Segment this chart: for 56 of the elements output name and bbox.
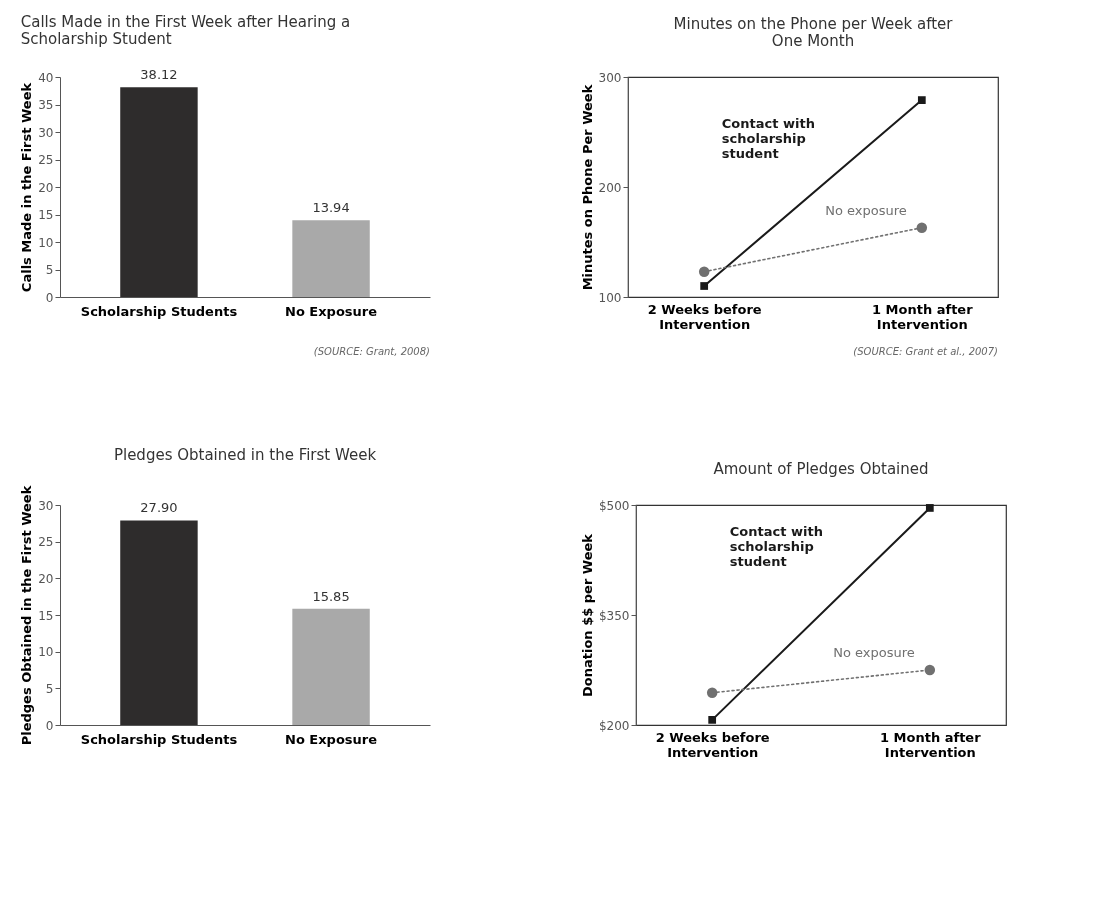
point [924, 664, 936, 676]
point [700, 282, 709, 290]
point [706, 687, 718, 698]
y-tick-label: 0 [45, 290, 54, 305]
y-tick-label: 40 [38, 70, 54, 85]
data-label: 13.94 [312, 200, 350, 216]
y-tick-label: $200 [598, 718, 630, 733]
point [708, 715, 717, 724]
series-label: Contact with scholarship student [721, 116, 815, 162]
y-tick-label: 0 [45, 718, 54, 733]
x-tick-label: 1 Month after Intervention [872, 301, 974, 332]
series-label: No exposure [825, 202, 907, 218]
data-label: 15.85 [312, 588, 350, 604]
y-tick-label: 300 [598, 70, 622, 85]
y-tick-label: 20 [38, 571, 54, 586]
chart-title: Pledges Obtained in the First Week [113, 446, 377, 465]
text: (SOURCE: Grant et al., 2007) [853, 346, 998, 357]
y-tick-label: 30 [38, 498, 54, 513]
point [925, 504, 934, 512]
x-tick-label: No Exposure [285, 303, 378, 319]
data-label: 38.12 [140, 67, 178, 83]
y-axis-title: Minutes on Phone Per Week [579, 84, 595, 291]
y-tick-label: 35 [38, 98, 54, 112]
point [698, 266, 710, 277]
y-tick-label: 15 [38, 608, 54, 623]
x-tick-label: Scholarship Students [80, 731, 238, 747]
y-tick-label: 200 [598, 180, 622, 195]
y-tick-label: 30 [38, 125, 54, 140]
x-tick-label: No Exposure [285, 731, 378, 747]
x-tick-label: 2 Weeks before Intervention [647, 301, 762, 332]
y-tick-label: 10 [38, 235, 54, 250]
point [916, 222, 928, 233]
y-tick-label: 15 [38, 208, 54, 222]
y-tick-label: 100 [598, 290, 622, 305]
y-tick-label: 25 [38, 535, 54, 550]
series-label: No exposure [833, 645, 915, 660]
y-axis-title: Pledges Obtained in the First Week [19, 485, 35, 746]
x-tick-label: Scholarship Students [80, 303, 238, 319]
text: Contact with scholarship student [729, 523, 823, 569]
y-tick-label: 25 [38, 153, 54, 167]
x-tick-label: 1 Month after Intervention [880, 729, 982, 760]
chart-title: Amount of Pledges Obtained [713, 460, 929, 478]
y-axis-title: Calls Made in the First Week [19, 82, 35, 293]
text: (SOURCE: Grant, 2008) [313, 346, 430, 357]
chart-title: Minutes on the Phone per Week after One Month [673, 15, 954, 50]
y-tick-label: $500 [598, 498, 630, 513]
chart-title: Calls Made in the First Week after Hearing a Scholarship Student [20, 13, 351, 49]
y-tick-label: 20 [38, 180, 54, 195]
y-tick-label: 5 [45, 681, 54, 696]
y-tick-label: 10 [38, 645, 54, 660]
y-tick-label: 5 [45, 263, 54, 277]
y-tick-label: $350 [598, 608, 630, 623]
data-label: 27.90 [140, 500, 178, 516]
y-axis-title: Donation $$ per Week [579, 533, 595, 697]
point [917, 96, 926, 104]
x-tick-label: 2 Weeks before Intervention [655, 729, 770, 760]
